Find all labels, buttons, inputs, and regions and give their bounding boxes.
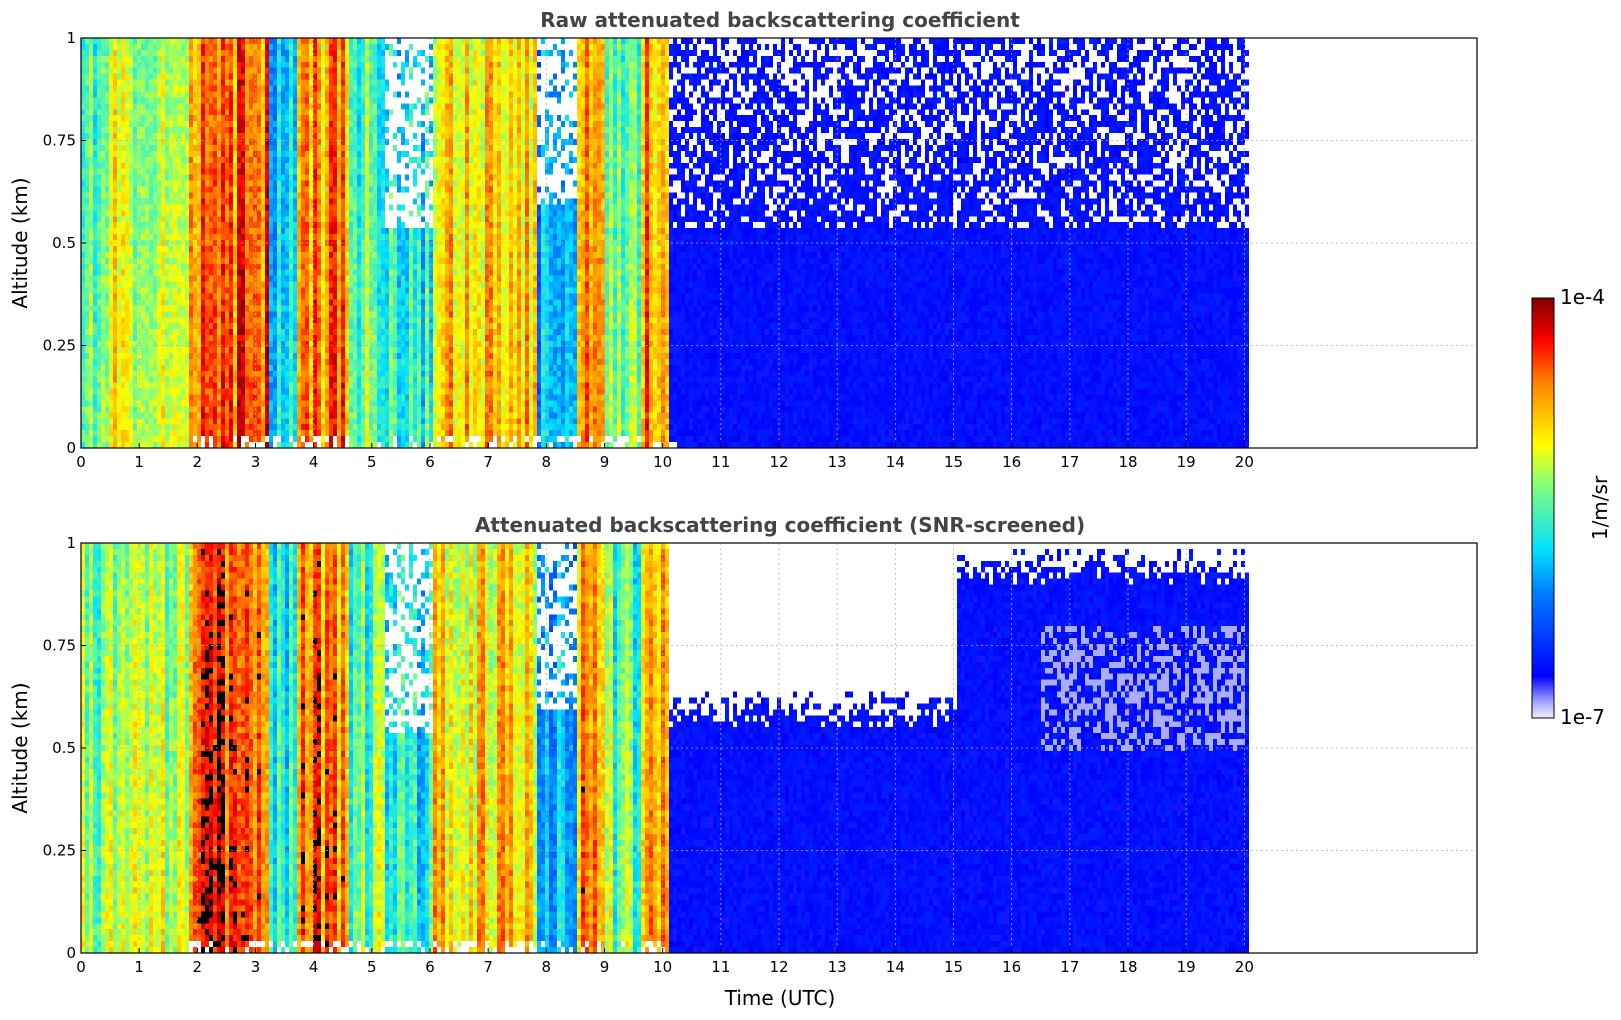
y-tick-label: 1 [66, 29, 76, 47]
x-tick-label: 3 [251, 958, 261, 976]
x-tick-label: 17 [1060, 958, 1079, 976]
x-tick-label: 2 [193, 453, 203, 471]
x-tick-label: 2 [193, 958, 203, 976]
x-tick-label: 8 [542, 958, 552, 976]
x-tick-label: 0 [76, 453, 86, 471]
panel-title: Attenuated backscattering coefficient (S… [475, 513, 1085, 537]
x-tick-label: 6 [425, 453, 435, 471]
heatmap-area [81, 543, 1249, 953]
y-tick-label: 0 [66, 944, 76, 962]
x-tick-label: 11 [711, 958, 730, 976]
x-tick-label: 15 [944, 958, 963, 976]
colorbar-gradient [1531, 297, 1555, 719]
y-tick-label: 0.25 [43, 842, 76, 860]
x-tick-label: 14 [886, 453, 905, 471]
x-tick-label: 10 [653, 958, 672, 976]
x-tick-label: 6 [425, 958, 435, 976]
y-tick-label: 0 [66, 439, 76, 457]
x-tick-label: 16 [1002, 453, 1021, 471]
x-tick-label: 20 [1235, 453, 1254, 471]
x-tick-label: 5 [367, 958, 377, 976]
x-tick-label: 18 [1118, 958, 1137, 976]
y-tick-label: 0.5 [52, 739, 76, 757]
x-tick-label: 15 [944, 453, 963, 471]
grid-lines [80, 542, 1477, 954]
x-tick-label: 8 [542, 453, 552, 471]
colorbar-label: 1/m/sr [1588, 475, 1612, 540]
panel-screened: Attenuated backscattering coefficient (S… [8, 513, 1478, 1010]
x-tick-label: 12 [769, 453, 788, 471]
x-tick-label: 11 [711, 453, 730, 471]
x-tick-label: 1 [134, 453, 144, 471]
y-tick-label: 0.75 [43, 132, 76, 150]
grid-lines [80, 37, 1477, 449]
y-tick-label: 1 [66, 534, 76, 552]
x-tick-label: 5 [367, 453, 377, 471]
x-tick-label: 7 [483, 453, 493, 471]
x-ticks: 0 1 2 3 4 5 6 7 8 9 10 11 12 13 14 15 16 17 18 19 20 [76, 948, 1254, 976]
x-tick-label: 7 [483, 958, 493, 976]
y-axis-label: Altitude (km) [8, 177, 32, 308]
y-ticks: 0 0.25 0.5 0.75 1 [43, 29, 86, 457]
colorbar-max-label: 1e-4 [1560, 285, 1605, 309]
y-tick-label: 0.75 [43, 637, 76, 655]
x-tick-label: 12 [769, 958, 788, 976]
y-tick-label: 0.25 [43, 337, 76, 355]
x-tick-label: 19 [1177, 453, 1196, 471]
y-axis-label: Altitude (km) [8, 682, 32, 813]
x-tick-label: 3 [251, 453, 261, 471]
x-tick-label: 13 [828, 453, 847, 471]
x-tick-label: 14 [886, 958, 905, 976]
y-tick-label: 0.5 [52, 234, 76, 252]
x-tick-label: 9 [600, 453, 610, 471]
x-tick-label: 13 [828, 958, 847, 976]
heatmap-raster [81, 543, 1249, 953]
x-tick-label: 4 [309, 453, 319, 471]
heatmap-area [81, 38, 1249, 448]
x-ticks: 0 1 2 3 4 5 6 7 8 9 10 11 12 13 14 15 16 17 18 19 20 [76, 443, 1254, 471]
y-ticks: 0 0.25 0.5 0.75 1 [43, 534, 86, 962]
x-tick-label: 17 [1060, 453, 1079, 471]
x-tick-label: 9 [600, 958, 610, 976]
panel-raw: Raw attenuated backscattering coefficien… [8, 8, 1478, 471]
x-tick-label: 18 [1118, 453, 1137, 471]
x-tick-label: 16 [1002, 958, 1021, 976]
x-axis-label: Time (UTC) [724, 986, 836, 1010]
x-tick-label: 0 [76, 958, 86, 976]
x-tick-label: 4 [309, 958, 319, 976]
colorbar-min-label: 1e-7 [1560, 705, 1605, 729]
colorbar: 1e-4 1e-7 1/m/sr [1531, 285, 1612, 729]
x-tick-label: 10 [653, 453, 672, 471]
x-tick-label: 20 [1235, 958, 1254, 976]
heatmap-raster [81, 38, 1249, 448]
panel-title: Raw attenuated backscattering coefficien… [540, 8, 1020, 32]
x-tick-label: 1 [134, 958, 144, 976]
x-tick-label: 19 [1177, 958, 1196, 976]
